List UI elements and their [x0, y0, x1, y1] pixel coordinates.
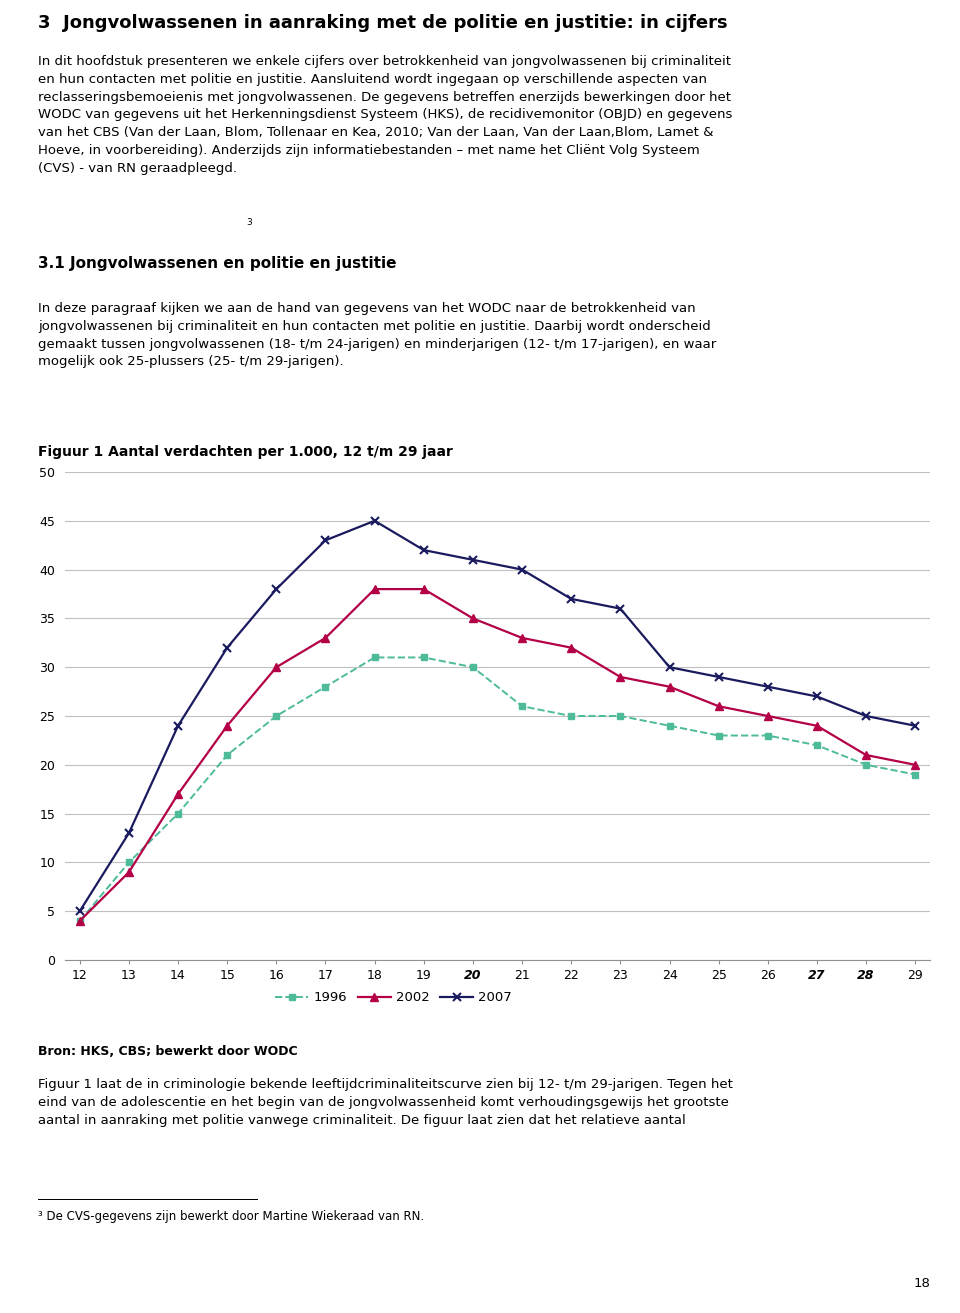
Text: ³ De CVS-gegevens zijn bewerkt door Martine Wiekeraad van RN.: ³ De CVS-gegevens zijn bewerkt door Mart…	[38, 1211, 424, 1222]
Text: 18: 18	[913, 1278, 930, 1289]
Text: 3  Jongvolwassenen in aanraking met de politie en justitie: in cijfers: 3 Jongvolwassenen in aanraking met de po…	[38, 14, 728, 32]
Text: Bron: HKS, CBS; bewerkt door WODC: Bron: HKS, CBS; bewerkt door WODC	[38, 1045, 298, 1058]
Text: 3.1 Jongvolwassenen en politie en justitie: 3.1 Jongvolwassenen en politie en justit…	[38, 256, 396, 270]
Legend: 1996, 2002, 2007: 1996, 2002, 2007	[270, 986, 517, 1010]
Text: In deze paragraaf kijken we aan de hand van gegevens van het WODC naar de betrok: In deze paragraaf kijken we aan de hand …	[38, 302, 716, 369]
Text: In dit hoofdstuk presenteren we enkele cijfers over betrokkenheid van jongvolwas: In dit hoofdstuk presenteren we enkele c…	[38, 55, 732, 175]
Text: Figuur 1 laat de in criminologie bekende leeftijdcriminaliteitscurve zien bij 12: Figuur 1 laat de in criminologie bekende…	[38, 1078, 732, 1127]
Text: Figuur 1 Aantal verdachten per 1.000, 12 t/m 29 jaar: Figuur 1 Aantal verdachten per 1.000, 12…	[38, 445, 453, 460]
Text: 3: 3	[246, 218, 252, 227]
